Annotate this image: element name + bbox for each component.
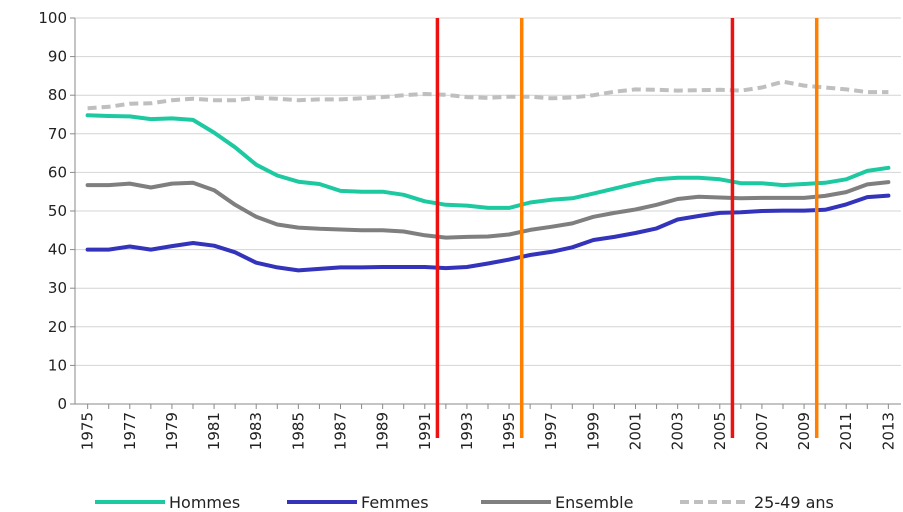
y-tick-label: 70: [48, 125, 67, 143]
series-lines: [85, 79, 891, 273]
x-tick-label: 2001: [627, 412, 645, 450]
x-tick-label: 1977: [121, 412, 139, 450]
series-line-hommes: [85, 113, 891, 210]
y-tick-label: 0: [57, 395, 67, 413]
x-tick-label: 2005: [711, 412, 729, 450]
legend-label: Femmes: [361, 493, 429, 512]
y-tick-label: 90: [48, 48, 67, 66]
legend-label: Ensemble: [555, 493, 633, 512]
x-tick-label: 2009: [795, 412, 813, 450]
y-tick-label: 40: [48, 241, 67, 259]
x-tick-label: 1995: [500, 412, 518, 450]
y-tick-label: 50: [48, 202, 67, 220]
gridlines: [75, 17, 901, 366]
x-tick-label: 1987: [332, 412, 350, 450]
x-tick-label: 1981: [205, 412, 223, 450]
x-tick-label: 1997: [542, 412, 560, 450]
x-tick-label: 2003: [669, 412, 687, 450]
y-tick-label: 80: [48, 86, 67, 104]
x-tick-label: 1985: [289, 412, 307, 450]
x-tick-label: 1999: [584, 412, 602, 450]
x-tick-label: 1975: [79, 412, 97, 450]
legend: Hommes Femmes Ensemble 25-49 ans: [95, 493, 834, 512]
x-tick-label: 1989: [374, 412, 392, 450]
x-tick-label: 2007: [753, 412, 771, 450]
legend-label: Hommes: [169, 493, 240, 512]
series-line-femmes: [85, 193, 891, 273]
series-line-ensemble: [85, 180, 891, 240]
x-tick-label: 1991: [416, 412, 434, 450]
x-tick-label: 2013: [879, 412, 897, 450]
y-tick-label: 100: [38, 9, 67, 27]
x-tick-label: 2011: [837, 412, 855, 450]
x-tick-label: 1979: [163, 412, 181, 450]
x-tick-label: 1993: [458, 412, 476, 450]
axes: [70, 17, 901, 409]
y-tick-label: 10: [48, 356, 67, 374]
x-tick-labels: 1975 1977 1979 1981 1983 1985 1987 1989 1991 1993…: [79, 412, 898, 450]
y-tick-label: 20: [48, 318, 67, 336]
y-tick-label: 60: [48, 163, 67, 181]
y-tick-label: 30: [48, 279, 67, 297]
x-tick-label: 1983: [247, 412, 265, 450]
vertical-markers: [435, 18, 819, 438]
series-line-25-49-ans: [87, 79, 889, 111]
y-tick-labels: 0 10 20 30 40 50 60 70 80 90 100: [38, 9, 67, 413]
legend-label: 25-49 ans: [754, 493, 834, 512]
